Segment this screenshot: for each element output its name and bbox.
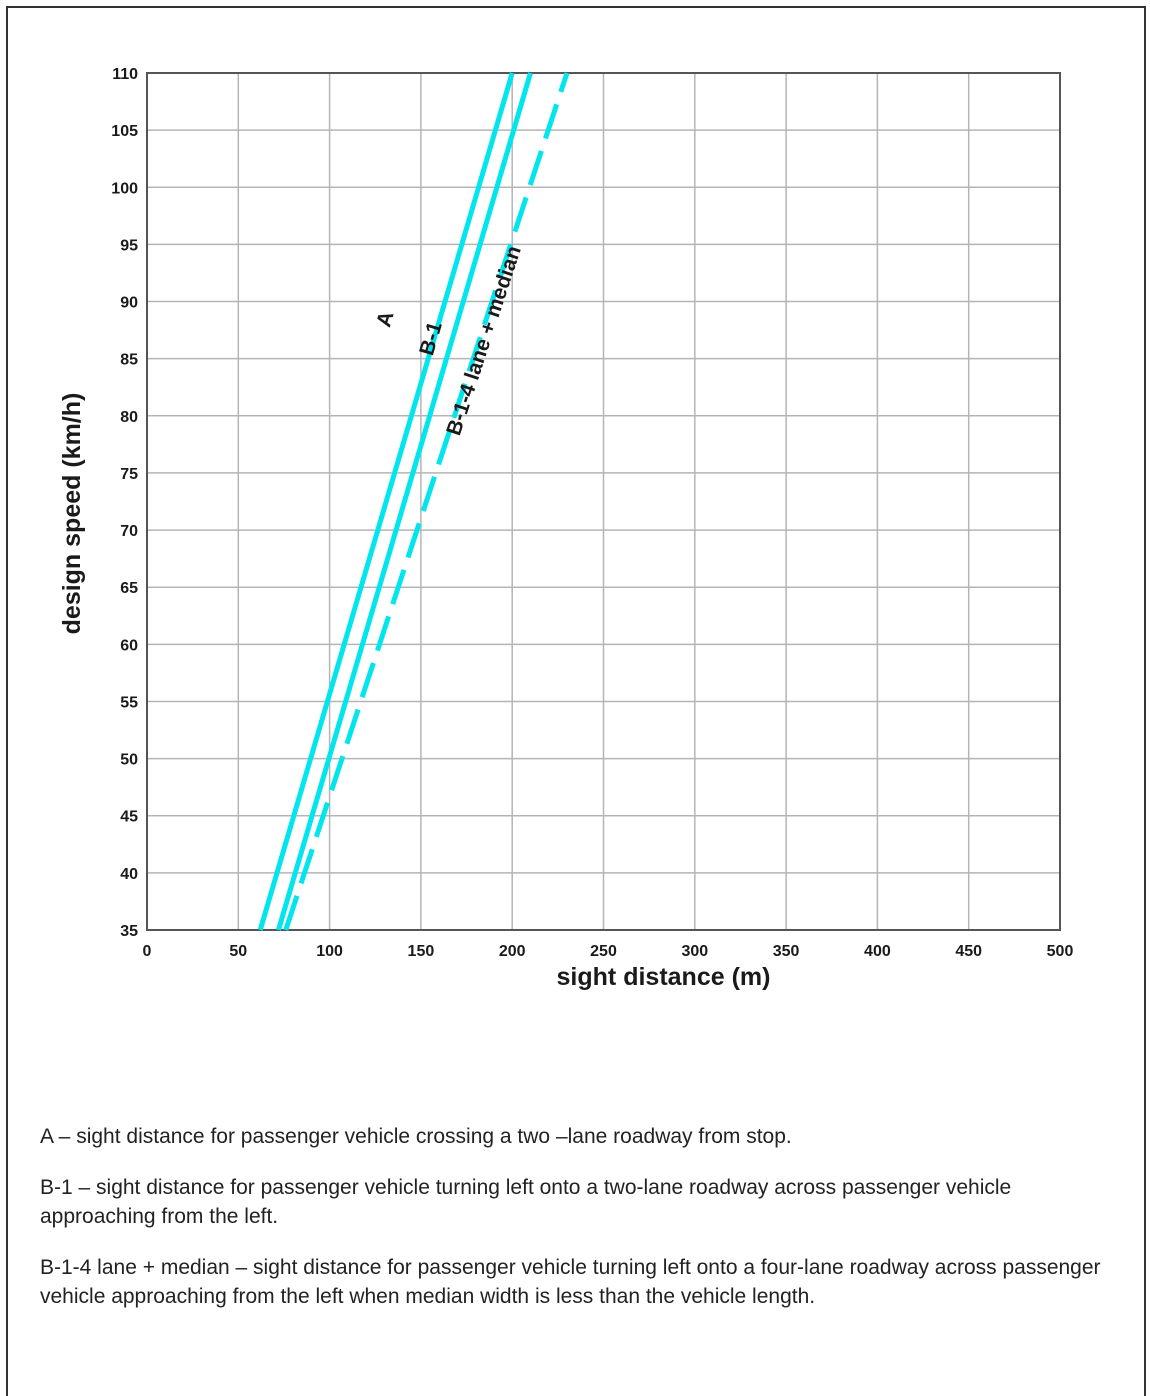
y-tick-label: 65 [120, 580, 138, 597]
x-tick-label: 50 [229, 943, 247, 960]
y-tick-label: 40 [120, 866, 138, 883]
y-tick-label: 105 [111, 123, 138, 140]
x-tick-label: 350 [773, 943, 800, 960]
y-tick-label: 80 [120, 409, 138, 426]
y-tick-label: 100 [111, 180, 138, 197]
y-tick-label: 35 [120, 923, 138, 940]
x-tick-label: 0 [143, 943, 152, 960]
plot-border [146, 72, 1061, 931]
chart: 0 50 100 150 200 250 300 350 400 450 500 35 40 45 50 55… [58, 66, 1073, 991]
y-tick-label: 75 [120, 466, 138, 483]
note-a: A – sight distance for passenger vehicle… [40, 1125, 792, 1148]
y-tick-label: 95 [120, 237, 138, 254]
series-line-b-1 [276, 72, 533, 931]
x-tick-label: 200 [499, 943, 526, 960]
figure-frame [6, 6, 1146, 1396]
y-tick-label: 50 [120, 752, 138, 769]
x-tick-label: 450 [955, 943, 982, 960]
y-tick-label: 110 [112, 66, 138, 83]
y-tick-label: 70 [120, 523, 138, 540]
y-tick-label: 90 [120, 295, 138, 312]
series-layer [257, 72, 570, 931]
y-tick-label: 45 [120, 809, 138, 826]
x-tick-label: 250 [590, 943, 617, 960]
series-line-a [257, 72, 515, 931]
note-b-1: B-1 – sight distance for passenger vehic… [40, 1176, 1012, 1228]
notes: A – sight distance for passenger vehicle… [40, 1122, 1130, 1333]
y-tick-label: 85 [120, 352, 138, 369]
series-label-a: A [372, 309, 398, 330]
y-axis-title: design speed (km/h) [58, 393, 86, 635]
tick-labels: 0 50 100 150 200 250 300 350 400 450 500 35 40 45 50 55… [111, 66, 1073, 960]
grid [146, 72, 1061, 931]
x-tick-label: 400 [864, 943, 891, 960]
y-tick-label: 55 [120, 694, 138, 711]
x-tick-label: 150 [408, 943, 435, 960]
y-tick-label: 60 [120, 637, 138, 654]
note-b-1-4: B-1-4 lane + median – sight distance for… [40, 1256, 1101, 1308]
x-axis-title: sight distance (m) [557, 963, 771, 991]
x-tick-label: 500 [1047, 943, 1074, 960]
x-tick-label: 300 [681, 943, 708, 960]
x-tick-label: 100 [316, 943, 343, 960]
series-line-b-1-4-lane-median [283, 72, 570, 931]
